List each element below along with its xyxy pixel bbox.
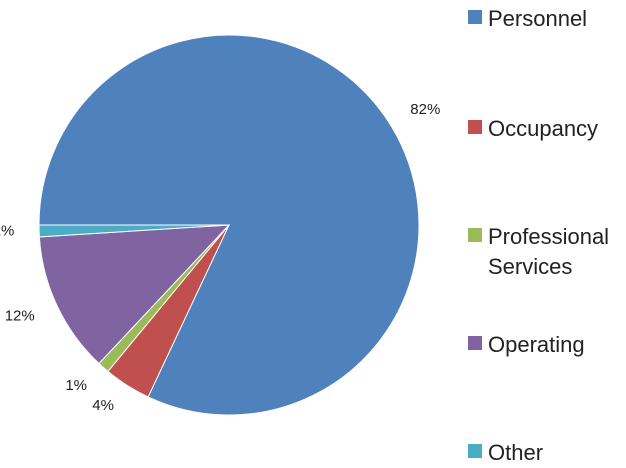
legend-label: Professional Services [488, 224, 610, 279]
legend-item: Other [468, 438, 622, 468]
legend-item: Occupancy [468, 114, 622, 144]
legend-item: Operating [468, 330, 622, 360]
legend-label: Occupancy [488, 116, 599, 141]
data-label: 1% [0, 223, 14, 240]
legend-swatch [468, 10, 482, 24]
data-label: 1% [65, 377, 87, 394]
legend-label: Other [488, 440, 544, 465]
legend-label: Operating [488, 332, 585, 357]
data-label: 4% [92, 397, 114, 414]
data-label: 12% [5, 307, 35, 324]
legend-item: Personnel [468, 4, 622, 34]
legend-swatch [468, 444, 482, 458]
pie-slice [38, 224, 231, 365]
data-label: 82% [410, 101, 440, 118]
legend-item: Professional Services [468, 222, 622, 282]
legend-swatch [468, 336, 482, 350]
legend-swatch [468, 120, 482, 134]
pie-slice [38, 224, 230, 238]
legend-label: Personnel [488, 6, 588, 31]
legend-swatch [468, 228, 482, 242]
